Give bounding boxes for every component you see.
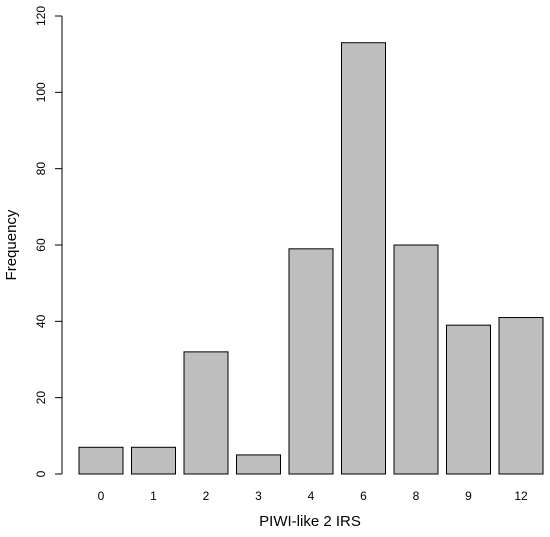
x-tick-label-1: 1 [150,489,157,503]
bars-group [78,42,544,475]
bar-1 [131,446,176,475]
bar-0 [78,446,124,475]
bar-3 [236,454,281,475]
y-axis: 0 20 40 60 80 100 120 [34,6,63,477]
y-tick-label-80: 80 [34,162,48,176]
x-tick-label-0: 0 [98,489,105,503]
x-tick-label-12: 12 [514,489,528,503]
y-axis-title: Frequency [3,209,20,280]
x-axis-title: PIWI-like 2 IRS [259,513,361,530]
y-tick-label-40: 40 [34,314,48,328]
x-tick-label-2: 2 [203,489,210,503]
x-tick-label-6: 6 [360,489,367,503]
y-tick-label-20: 20 [34,391,48,405]
bar-2 [183,351,229,475]
y-tick-label-120: 120 [34,6,48,26]
y-tick-label-0: 0 [34,470,48,477]
bar-8 [393,244,439,475]
bar-9 [446,324,491,475]
bar-6 [341,42,386,475]
x-axis-labels: 0 1 2 3 4 6 8 9 12 [98,489,528,503]
x-tick-label-9: 9 [465,489,472,503]
x-tick-label-4: 4 [308,489,315,503]
y-tick-label-100: 100 [34,82,48,102]
y-tick-label-60: 60 [34,238,48,252]
bar-12 [498,317,544,475]
x-tick-label-3: 3 [255,489,262,503]
x-tick-label-8: 8 [413,489,420,503]
bar-4 [288,248,334,475]
